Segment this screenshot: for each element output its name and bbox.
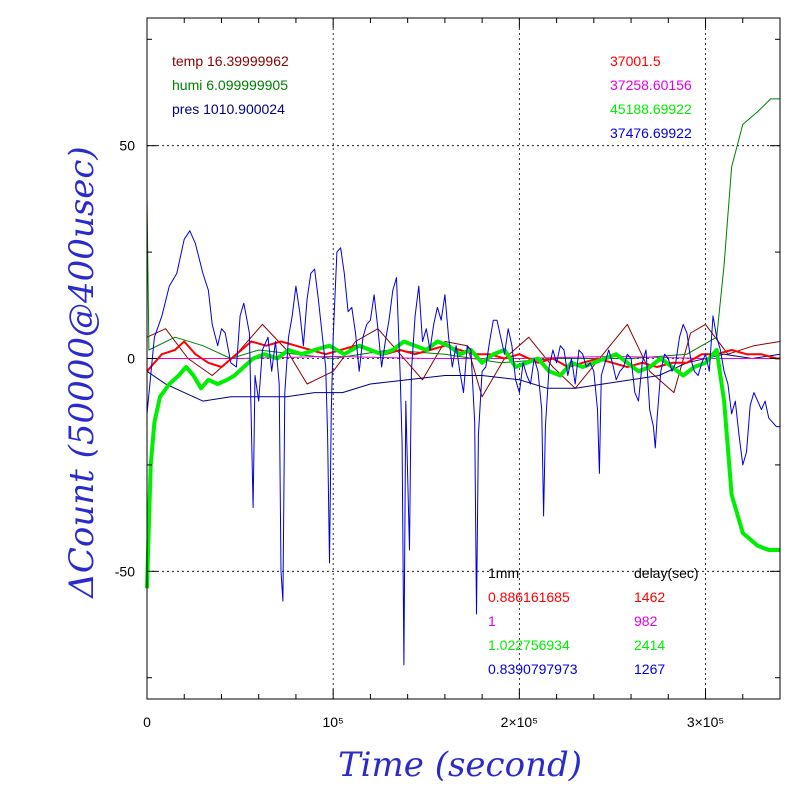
label-green-count: 45188.69922 bbox=[610, 101, 692, 117]
table-blue-delay: 1267 bbox=[634, 661, 665, 677]
label-magenta-count: 37258.60156 bbox=[610, 77, 692, 93]
y-axis-title: ΔCount (50000@400usec) bbox=[62, 146, 102, 599]
series-line-humi bbox=[146, 98, 780, 364]
y-tick-label: -50 bbox=[115, 563, 135, 579]
table-header-1mm: 1mm bbox=[488, 565, 519, 581]
label-blue-count: 37476.69922 bbox=[610, 125, 692, 141]
label-humi: humi 6.099999905 bbox=[172, 77, 288, 93]
y-tick-label: 0 bbox=[127, 351, 135, 367]
label-temp: temp 16.39999962 bbox=[172, 53, 289, 69]
x-axis-title: Time (second) bbox=[338, 745, 582, 785]
series-line-blue bbox=[146, 230, 780, 666]
x-tick-label: 3×10⁵ bbox=[687, 714, 724, 730]
y-tick-label: 50 bbox=[119, 138, 135, 154]
x-tick-label: 0 bbox=[143, 714, 151, 730]
ticks: 0 10⁵ 2×10⁵ 3×10⁵ 50 0 -50 bbox=[115, 18, 780, 730]
label-pres: pres 1010.900024 bbox=[172, 101, 285, 117]
table-blue-ratio: 0.8390797973 bbox=[488, 661, 578, 677]
table-red-ratio: 0.886161685 bbox=[488, 589, 570, 605]
table-green-delay: 2414 bbox=[634, 637, 665, 653]
x-tick-label: 2×10⁵ bbox=[501, 714, 538, 730]
table-green-ratio: 1.022756934 bbox=[488, 637, 570, 653]
table-red-delay: 1462 bbox=[634, 589, 665, 605]
series-line-pres bbox=[146, 353, 781, 402]
table-magenta-delay: 982 bbox=[634, 613, 658, 629]
label-red-count: 37001.5 bbox=[610, 53, 661, 69]
table-magenta-ratio: 1 bbox=[488, 613, 496, 629]
x-tick-label: 10⁵ bbox=[322, 714, 343, 730]
series-layer bbox=[145, 98, 781, 666]
table-header-delay: delay(sec) bbox=[634, 565, 699, 581]
series-line-red bbox=[146, 340, 780, 372]
